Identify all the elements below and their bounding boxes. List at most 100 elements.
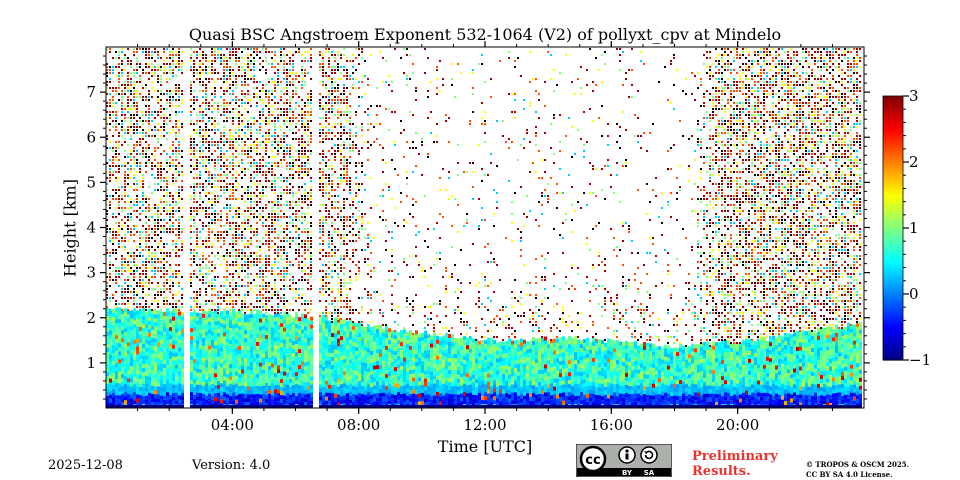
noise-cell [190,60,192,62]
layer-cell [289,378,292,383]
layer-cell [193,379,196,384]
noise-cell [241,300,243,302]
noise-cell [202,156,204,158]
noise-cell [169,63,171,65]
layer-cell [286,316,289,321]
noise-cell [241,138,243,140]
surface-cell [148,405,151,408]
layer-cell [109,330,112,335]
noise-cell [307,114,309,116]
noise-cell [130,165,132,167]
layer-cell [277,377,280,382]
noise-cell [232,168,234,170]
noise-cell [193,183,195,185]
layer-cell [133,388,136,393]
layer-cell [244,354,247,359]
noise-cell [280,48,282,50]
noise-cell [223,156,225,158]
noise-cell [202,222,204,224]
noise-cell [241,129,243,131]
noise-cell [247,120,249,122]
noise-cell [163,285,165,287]
layer-cell [259,390,262,395]
noise-cell [163,114,165,116]
noise-cell [277,102,279,104]
noise-cell [298,51,300,53]
noise-cell [193,201,195,203]
layer-cell [268,357,271,362]
noise-cell [148,237,150,239]
noise-cell [238,153,240,155]
noise-cell [175,51,177,53]
noise-cell [241,225,243,227]
noise-cell [181,69,183,71]
noise-cell [169,54,171,56]
layer-cell [268,369,271,374]
noise-cell [271,162,273,164]
noise-cell [157,285,159,287]
noise-cell [250,105,252,107]
noise-cell [196,162,198,164]
noise-cell [109,237,111,239]
noise-cell [238,57,240,59]
noise-cell [139,96,141,98]
layer-cell [232,392,235,397]
noise-cell [133,276,135,278]
noise-cell [154,240,156,242]
noise-cell [271,201,273,203]
noise-cell [307,99,309,101]
layer-cell [271,367,274,372]
noise-cell [226,267,228,269]
noise-cell [250,309,252,311]
layer-cell [274,341,277,346]
layer-cell [298,377,301,382]
noise-cell [286,222,288,224]
noise-cell [106,102,108,104]
layer-cell [142,328,145,333]
layer-cell [274,401,277,406]
noise-cell [178,111,180,113]
noise-cell [193,51,195,53]
noise-cell [226,141,228,143]
layer-cell [139,359,142,364]
noise-cell [121,225,123,227]
noise-cell [283,228,285,230]
noise-cell [106,189,108,191]
noise-cell [205,84,207,86]
noise-cell [229,117,231,119]
layer-cell [217,340,220,345]
noise-cell [286,168,288,170]
noise-cell [301,78,303,80]
noise-cell [247,291,249,293]
layer-cell [208,385,211,390]
layer-cell [268,377,271,382]
noise-cell [205,291,207,293]
noise-cell [220,168,222,170]
noise-cell [289,129,291,131]
noise-cell [127,291,129,293]
noise-cell [118,147,120,149]
layer-cell [133,356,136,361]
noise-cell [289,183,291,185]
layer-cell [205,367,208,372]
layer-cell [133,336,136,341]
layer-cell [142,348,145,353]
noise-cell [112,99,114,101]
layer-cell [214,329,217,334]
noise-cell [199,192,201,194]
layer-cell [178,351,181,356]
layer-cell [304,314,307,319]
noise-cell [280,54,282,56]
layer-cell [169,351,172,356]
layer-cell [256,401,259,406]
noise-cell [265,153,267,155]
noise-cell [256,165,258,167]
noise-cell [217,108,219,110]
noise-cell [247,195,249,197]
surface-cell [271,405,274,408]
noise-cell [178,201,180,203]
noise-cell [175,264,177,266]
layer-cell [109,314,112,319]
noise-cell [175,270,177,272]
noise-cell [121,267,123,269]
